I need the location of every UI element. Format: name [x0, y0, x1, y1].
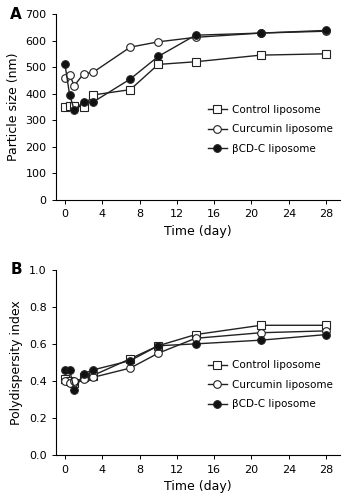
Control liposome [128, 86, 132, 92]
βCD-C liposome [68, 367, 72, 373]
βCD-C liposome [128, 358, 132, 364]
Curcumin liposome [324, 328, 328, 334]
Control liposome [193, 59, 197, 65]
βCD-C liposome [193, 341, 197, 347]
Curcumin liposome [68, 380, 72, 386]
X-axis label: Time (day): Time (day) [164, 224, 232, 237]
βCD-C liposome [156, 342, 160, 348]
Control liposome [91, 92, 95, 98]
Line: Control liposome: Control liposome [61, 322, 330, 387]
Curcumin liposome [259, 330, 263, 336]
Y-axis label: Particle size (nm): Particle size (nm) [7, 52, 20, 161]
βCD-C liposome [63, 367, 67, 373]
Line: βCD-C liposome: βCD-C liposome [61, 331, 330, 394]
Curcumin liposome [82, 70, 86, 76]
Control liposome [324, 322, 328, 328]
βCD-C liposome [72, 388, 76, 394]
βCD-C liposome [68, 92, 72, 98]
βCD-C liposome [128, 76, 132, 82]
βCD-C liposome [193, 32, 197, 38]
Control liposome [324, 51, 328, 57]
Line: Control liposome: Control liposome [61, 50, 330, 111]
βCD-C liposome [91, 367, 95, 373]
Line: βCD-C liposome: βCD-C liposome [61, 26, 330, 114]
Control liposome [259, 322, 263, 328]
Curcumin liposome [156, 350, 160, 356]
Y-axis label: Polydispersity index: Polydispersity index [10, 300, 23, 425]
Curcumin liposome [193, 336, 197, 342]
βCD-C liposome [82, 370, 86, 376]
βCD-C liposome [259, 337, 263, 343]
Control liposome [259, 52, 263, 58]
Control liposome [68, 102, 72, 108]
Control liposome [68, 378, 72, 384]
βCD-C liposome [72, 107, 76, 113]
βCD-C liposome [259, 30, 263, 36]
Text: B: B [10, 262, 22, 277]
Text: A: A [10, 6, 22, 22]
Control liposome [82, 374, 86, 380]
Curcumin liposome [193, 34, 197, 40]
βCD-C liposome [324, 332, 328, 338]
Curcumin liposome [91, 374, 95, 380]
Curcumin liposome [259, 30, 263, 36]
Curcumin liposome [324, 28, 328, 34]
Control liposome [128, 356, 132, 362]
Control liposome [63, 104, 67, 110]
Curcumin liposome [72, 82, 76, 88]
Curcumin liposome [63, 378, 67, 384]
Curcumin liposome [91, 70, 95, 75]
Curcumin liposome [63, 74, 67, 80]
βCD-C liposome [63, 62, 67, 68]
Line: Curcumin liposome: Curcumin liposome [61, 28, 330, 90]
βCD-C liposome [324, 28, 328, 34]
Legend: Control liposome, Curcumin liposome, βCD-C liposome: Control liposome, Curcumin liposome, βCD… [206, 103, 335, 156]
Control liposome [193, 332, 197, 338]
Control liposome [63, 376, 67, 382]
Control liposome [156, 62, 160, 68]
βCD-C liposome [82, 98, 86, 104]
Legend: Control liposome, Curcumin liposome, βCD-C liposome: Control liposome, Curcumin liposome, βCD… [206, 358, 335, 412]
Control liposome [82, 104, 86, 110]
Curcumin liposome [68, 72, 72, 78]
Control liposome [91, 372, 95, 378]
X-axis label: Time (day): Time (day) [164, 480, 232, 493]
βCD-C liposome [156, 54, 160, 60]
Control liposome [72, 104, 76, 110]
Curcumin liposome [128, 44, 132, 50]
Curcumin liposome [72, 378, 76, 384]
βCD-C liposome [91, 99, 95, 105]
Curcumin liposome [156, 39, 160, 45]
Curcumin liposome [82, 376, 86, 382]
Control liposome [72, 380, 76, 386]
Curcumin liposome [128, 365, 132, 371]
Control liposome [156, 342, 160, 348]
Line: Curcumin liposome: Curcumin liposome [61, 327, 330, 387]
